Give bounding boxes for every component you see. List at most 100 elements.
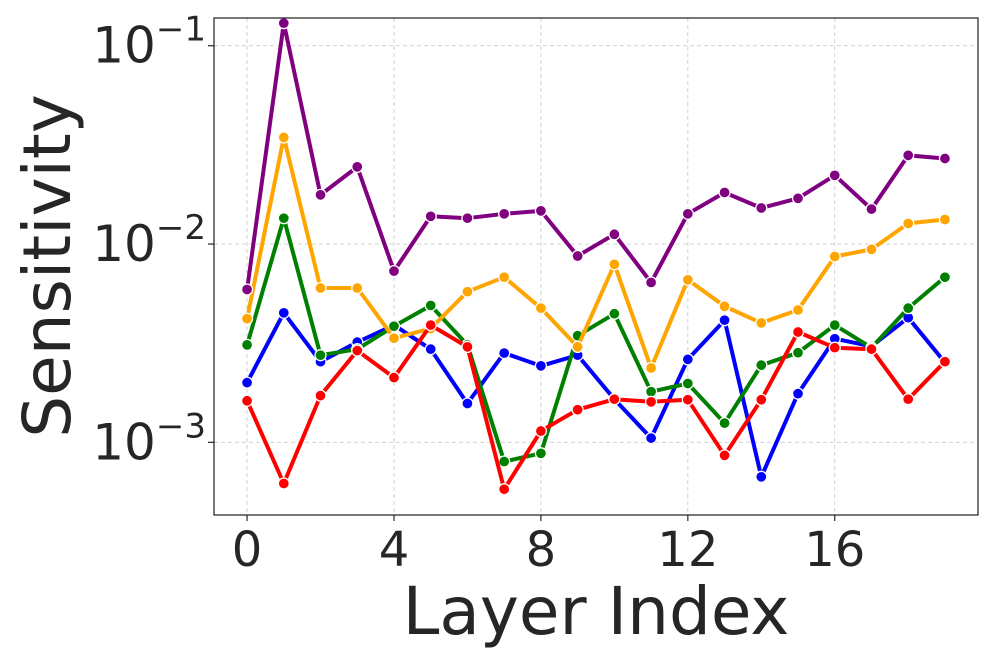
data-point [314, 349, 327, 362]
data-point [498, 207, 511, 220]
data-point [351, 281, 364, 295]
series-line [245, 21, 947, 292]
data-point [755, 201, 768, 215]
data-point [534, 204, 548, 218]
data-point [277, 212, 290, 225]
data-point [791, 192, 805, 205]
data-point [644, 395, 658, 408]
data-point [351, 160, 364, 174]
data-point [718, 186, 731, 199]
series-0 [240, 306, 952, 483]
data-point [718, 314, 731, 327]
x-tick-label: 4 [379, 522, 410, 578]
y-axis-label: Sensitivity [9, 94, 86, 438]
data-point [755, 316, 768, 330]
series-line [245, 323, 947, 492]
data-point [938, 152, 952, 165]
data-point [387, 264, 401, 278]
data-point [314, 188, 327, 202]
series-1 [240, 212, 952, 468]
x-tick-label: 8 [526, 522, 557, 578]
data-point [681, 273, 694, 286]
grid-lines [214, 18, 978, 515]
data-point [902, 301, 915, 315]
data-point [791, 303, 805, 317]
data-point [387, 332, 401, 345]
data-point [644, 385, 658, 398]
data-point [534, 301, 548, 315]
data-point [424, 343, 437, 356]
data-point [755, 359, 768, 372]
series-lines [240, 16, 952, 496]
data-point [644, 276, 658, 289]
data-point [718, 300, 731, 313]
plot-frame [213, 17, 979, 516]
data-point [681, 377, 694, 390]
data-point [498, 271, 511, 284]
data-point [791, 387, 805, 400]
data-point [240, 394, 254, 407]
data-point [240, 283, 254, 296]
data-point [461, 397, 474, 410]
data-point [865, 343, 878, 356]
data-point [718, 449, 731, 462]
data-point [902, 393, 915, 406]
data-point [791, 346, 805, 359]
data-point [534, 359, 548, 373]
data-point [681, 393, 694, 406]
data-point [681, 207, 694, 220]
series-4 [240, 16, 952, 296]
data-point [571, 249, 584, 263]
data-point [828, 169, 841, 182]
series-line [245, 216, 947, 464]
series-3 [240, 318, 952, 496]
data-point [865, 243, 878, 256]
data-point [424, 210, 437, 223]
data-point [240, 376, 254, 389]
x-tick-label: 12 [657, 522, 718, 578]
data-point [277, 306, 290, 319]
data-point [498, 346, 511, 360]
data-point [461, 212, 474, 225]
data-point [277, 16, 290, 30]
data-point [424, 318, 437, 332]
series-line [245, 135, 947, 370]
data-point [240, 312, 254, 325]
data-point [498, 455, 511, 468]
y-tick-label: 10−2 [92, 208, 206, 273]
x-axis-label: Layer Index [403, 573, 790, 650]
data-point [461, 340, 474, 354]
data-point [718, 416, 731, 430]
data-point [608, 228, 621, 241]
data-point [755, 393, 768, 406]
data-point [938, 213, 952, 226]
data-point [387, 371, 401, 384]
data-point [240, 338, 254, 352]
data-point [571, 403, 584, 416]
series-2 [240, 131, 952, 375]
data-point [828, 318, 841, 332]
data-point [608, 307, 621, 320]
data-point [424, 299, 437, 312]
data-point [902, 149, 915, 162]
data-point [828, 250, 841, 263]
data-point [755, 470, 768, 483]
data-point [314, 389, 327, 402]
data-point [681, 353, 694, 366]
data-point [498, 483, 511, 496]
data-point [277, 477, 290, 490]
data-point [938, 271, 952, 284]
data-point [571, 340, 584, 354]
data-point [387, 320, 401, 333]
data-point [277, 131, 290, 144]
data-point [608, 393, 621, 406]
data-point [938, 355, 952, 368]
x-tick-label: 16 [804, 522, 865, 578]
data-point [902, 217, 915, 230]
data-point [828, 341, 841, 354]
data-point [351, 344, 364, 357]
data-point [534, 447, 548, 460]
data-point [461, 285, 474, 298]
x-tick-label: 0 [232, 522, 263, 578]
